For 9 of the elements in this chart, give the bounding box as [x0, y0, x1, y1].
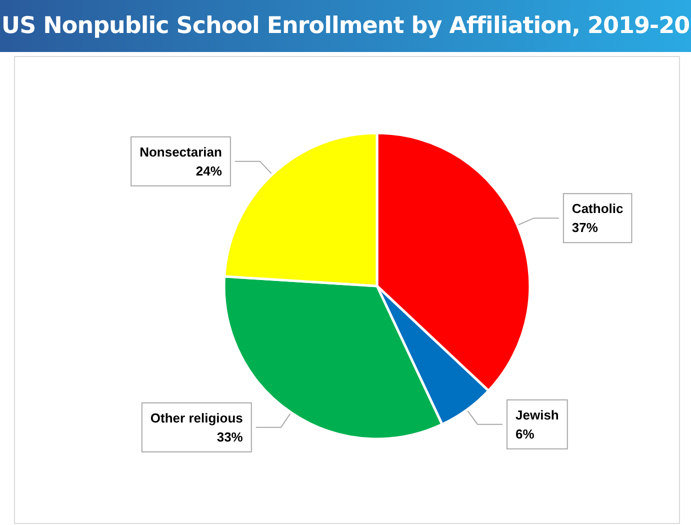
data-label: 24%	[196, 163, 222, 178]
data-label: 33%	[216, 429, 244, 444]
slice-label: Other religious	[150, 410, 243, 426]
slice-label: Catholic	[572, 201, 624, 216]
chart-title: US Nonpublic School Enrollment by Affiliation, 2019-20	[0, 0, 691, 52]
data-label: 6%	[516, 426, 535, 442]
slice-label: Nonsectarian	[140, 144, 222, 160]
slice-label: Jewish	[516, 407, 559, 422]
data-label: 37%	[572, 220, 598, 236]
